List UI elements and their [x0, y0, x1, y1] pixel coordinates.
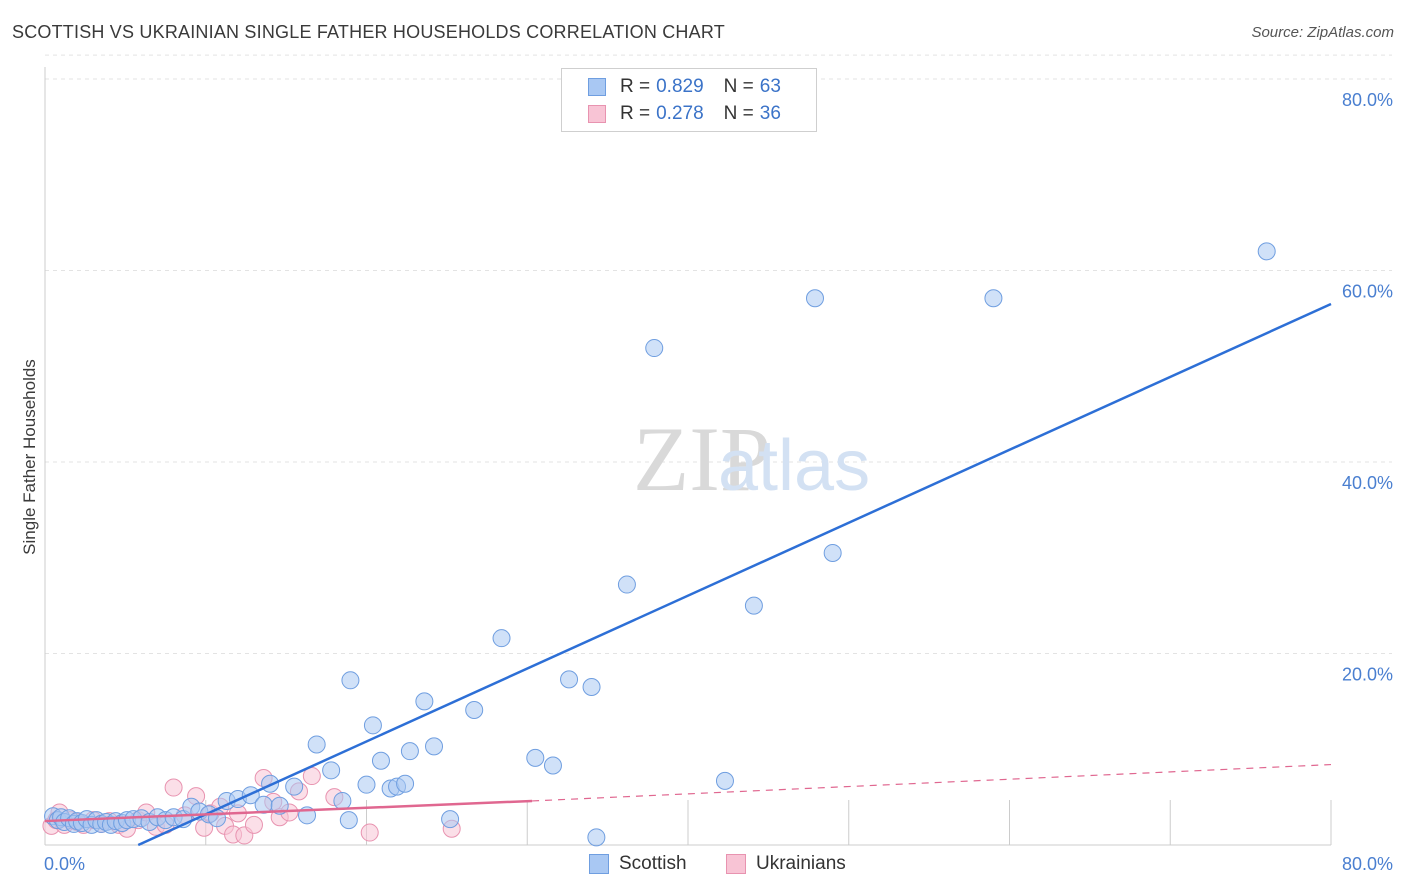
bottom-legend-ukrainians[interactable]: Ukrainians	[726, 851, 846, 877]
ukrainian-swatch	[726, 854, 746, 874]
scottish-swatch	[589, 854, 609, 874]
watermark: ZIP atlas	[633, 408, 870, 510]
scottish-point	[560, 670, 579, 689]
scottish-point	[357, 775, 376, 794]
gridlines	[45, 54, 1392, 654]
source-label: Source: ZipAtlas.com	[1251, 24, 1394, 41]
y-tick-label: 20.0%	[1342, 665, 1393, 685]
y-tick-label: 60.0%	[1342, 282, 1393, 302]
ukrainian-trend-extension	[532, 763, 1332, 802]
y-tick-label: 40.0%	[1342, 473, 1393, 493]
scottish-point	[441, 810, 460, 829]
n-value: 63	[759, 76, 781, 97]
scottish-point	[645, 339, 664, 358]
watermark-atlas: atlas	[718, 426, 870, 506]
r-label: R =	[620, 76, 651, 97]
ukrainian-point	[360, 823, 379, 842]
bottom-legend-label: Scottish	[619, 853, 687, 874]
scottish-points	[44, 242, 1276, 847]
scottish-point	[1257, 242, 1276, 261]
scottish-point	[307, 735, 326, 754]
scottish-point	[744, 596, 763, 615]
scottish-point	[363, 716, 382, 735]
scottish-point	[333, 791, 352, 810]
scottish-point	[465, 700, 484, 719]
scottish-point	[400, 742, 419, 761]
scottish-point	[492, 629, 511, 648]
scottish-point	[543, 756, 562, 775]
ukrainian-swatch	[588, 105, 606, 123]
scottish-point	[339, 811, 358, 830]
x-tick-label: 0.0%	[44, 854, 85, 874]
y-tick-label: 80.0%	[1342, 90, 1393, 110]
r-value: 0.278	[656, 103, 704, 124]
scottish-point	[285, 777, 304, 796]
y-axis-label: Single Father Households	[20, 359, 39, 555]
scottish-point	[984, 289, 1003, 308]
scottish-point	[582, 678, 601, 697]
ukrainian-point	[164, 778, 183, 797]
n-value: 36	[759, 103, 781, 124]
bottom-legend-label: Ukrainians	[756, 853, 846, 874]
scottish-point	[715, 771, 734, 790]
n-label: N =	[723, 103, 754, 124]
scottish-point	[371, 751, 390, 770]
scottish-point	[587, 828, 606, 847]
chart-title: SCOTTISH VS UKRAINIAN SINGLE FATHER HOUS…	[12, 22, 725, 42]
tick-labels: 20.0% 40.0% 60.0% 80.0% 0.0% 80.0%	[44, 90, 1393, 874]
watermark-zip: ZIP	[633, 408, 771, 510]
r-value: 0.829	[656, 76, 704, 97]
legend-row-ukrainians: R = 0.278 N = 36	[588, 102, 781, 126]
scottish-swatch	[588, 78, 606, 96]
legend-row-scottish: R = 0.829 N = 63	[588, 75, 781, 99]
correlation-legend: R = 0.829 N = 63 R = 0.278 N = 36	[561, 68, 817, 132]
x-tick-label: 80.0%	[1342, 854, 1393, 874]
scottish-point	[341, 671, 360, 690]
scottish-point	[823, 543, 842, 562]
bottom-legend-scottish[interactable]: Scottish	[589, 851, 687, 877]
scottish-point	[617, 575, 636, 594]
ukrainian-trend-line	[44, 799, 533, 823]
scottish-trend-line	[137, 302, 1332, 847]
ukrainian-point	[244, 815, 263, 834]
n-label: N =	[723, 76, 754, 97]
scottish-point	[805, 289, 824, 308]
scottish-point	[322, 761, 341, 780]
scottish-point	[526, 748, 545, 767]
scottish-point	[396, 774, 415, 793]
trend-lines	[44, 302, 1332, 847]
r-label: R =	[620, 103, 651, 124]
scottish-point	[425, 737, 444, 756]
scottish-point	[415, 692, 434, 711]
